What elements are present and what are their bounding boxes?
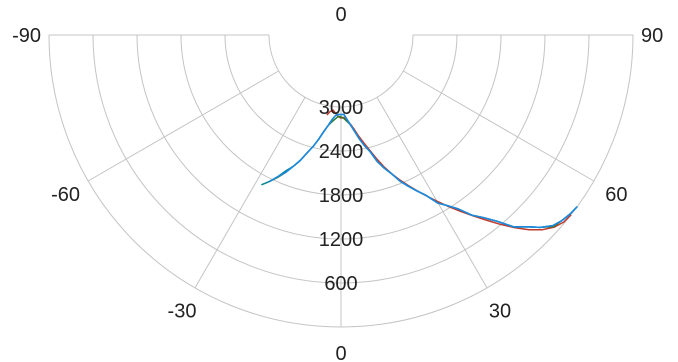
angle-tick-label: -30 bbox=[168, 300, 197, 322]
angle-tick-label: 60 bbox=[605, 184, 627, 206]
top-angle-label: 0 bbox=[335, 4, 346, 26]
grid-spoke bbox=[403, 70, 595, 182]
angle-tick-label: 30 bbox=[489, 300, 511, 322]
series-line bbox=[269, 113, 578, 229]
grid-layer bbox=[48, 34, 634, 328]
grid-spoke bbox=[376, 97, 488, 289]
grid-spoke bbox=[194, 97, 306, 289]
angle-tick-label: 90 bbox=[641, 25, 663, 47]
radial-tick-label: 3000 bbox=[319, 97, 364, 119]
series-layer bbox=[261, 109, 578, 231]
series-line bbox=[326, 109, 572, 231]
label-layer: -90 -60 -30 0 30 60 90 0 600 1200 1800 2400 3000 bbox=[12, 4, 663, 362]
radial-tick-label: 2400 bbox=[319, 141, 364, 163]
angle-tick-label: -90 bbox=[12, 25, 41, 47]
radial-tick-label: 1800 bbox=[319, 185, 364, 207]
radial-tick-label: 1200 bbox=[319, 229, 364, 251]
radial-tick-label: 600 bbox=[324, 273, 357, 295]
angle-tick-label: 0 bbox=[335, 343, 346, 362]
angle-tick-label: -60 bbox=[51, 184, 80, 206]
grid-spoke bbox=[87, 70, 279, 182]
